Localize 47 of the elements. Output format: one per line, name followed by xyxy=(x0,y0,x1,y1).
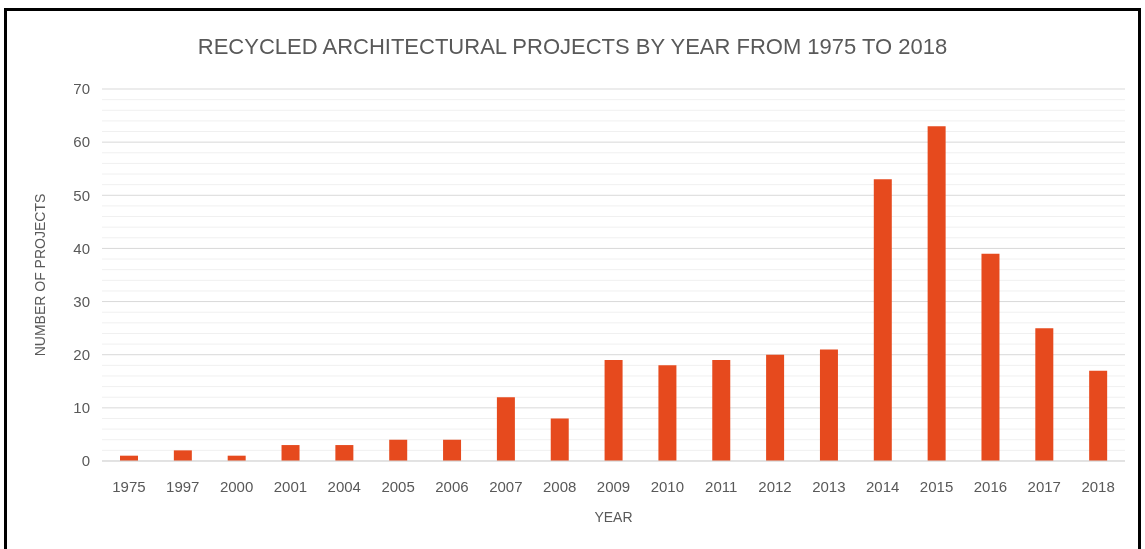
y-tick-label: 0 xyxy=(81,452,90,470)
x-tick-label: 2006 xyxy=(435,477,469,495)
y-tick-label: 40 xyxy=(73,239,90,257)
x-tick-label: 2009 xyxy=(596,477,631,495)
x-tick-label: 2015 xyxy=(919,477,954,495)
bar xyxy=(496,397,515,461)
bar xyxy=(1089,370,1108,461)
x-tick-label: 2011 xyxy=(705,477,738,495)
bar xyxy=(927,126,946,461)
y-tick-label: 50 xyxy=(73,186,90,204)
x-tick-label: 2001 xyxy=(273,477,308,495)
x-tick-label: 2018 xyxy=(1081,477,1115,495)
x-tick-label: 2013 xyxy=(812,477,846,495)
y-tick-label: 20 xyxy=(73,346,90,364)
bar xyxy=(335,445,354,461)
x-tick-label: 2012 xyxy=(758,477,792,495)
x-tick-label: 1997 xyxy=(166,477,200,495)
x-tick-label: 2000 xyxy=(219,477,254,495)
bar xyxy=(281,445,300,461)
x-tick-label: 2010 xyxy=(650,477,685,495)
x-tick-label: 2004 xyxy=(327,477,361,495)
x-tick-label: 2016 xyxy=(973,477,1008,495)
bar xyxy=(819,349,838,461)
bar xyxy=(550,418,569,461)
bar xyxy=(1035,328,1054,461)
bar xyxy=(173,450,192,461)
y-tick-label: 70 xyxy=(73,80,90,98)
bar xyxy=(389,439,408,461)
x-tick-label: 2014 xyxy=(866,477,900,495)
x-axis-title: YEAR xyxy=(594,509,633,525)
x-tick-label: 1975 xyxy=(112,477,146,495)
bar xyxy=(604,360,623,461)
y-tick-label: 10 xyxy=(73,399,90,417)
bar xyxy=(766,354,785,461)
bar xyxy=(658,365,677,461)
bar xyxy=(712,360,731,461)
bar xyxy=(873,179,892,461)
x-tick-label: 2008 xyxy=(542,477,577,495)
y-tick-label: 30 xyxy=(73,292,90,310)
bar xyxy=(981,253,1000,461)
bar xyxy=(443,439,462,461)
y-tick-label: 60 xyxy=(73,133,90,151)
chart-title: RECYCLED ARCHITECTURAL PROJECTS BY YEAR FROM 1975 TO 2018 xyxy=(196,33,949,61)
x-tick-label: 2007 xyxy=(489,477,523,495)
y-axis-title: NUMBER OF PROJECTS xyxy=(31,193,48,357)
x-tick-label: 2005 xyxy=(381,477,415,495)
x-tick-label: 2017 xyxy=(1027,477,1061,495)
